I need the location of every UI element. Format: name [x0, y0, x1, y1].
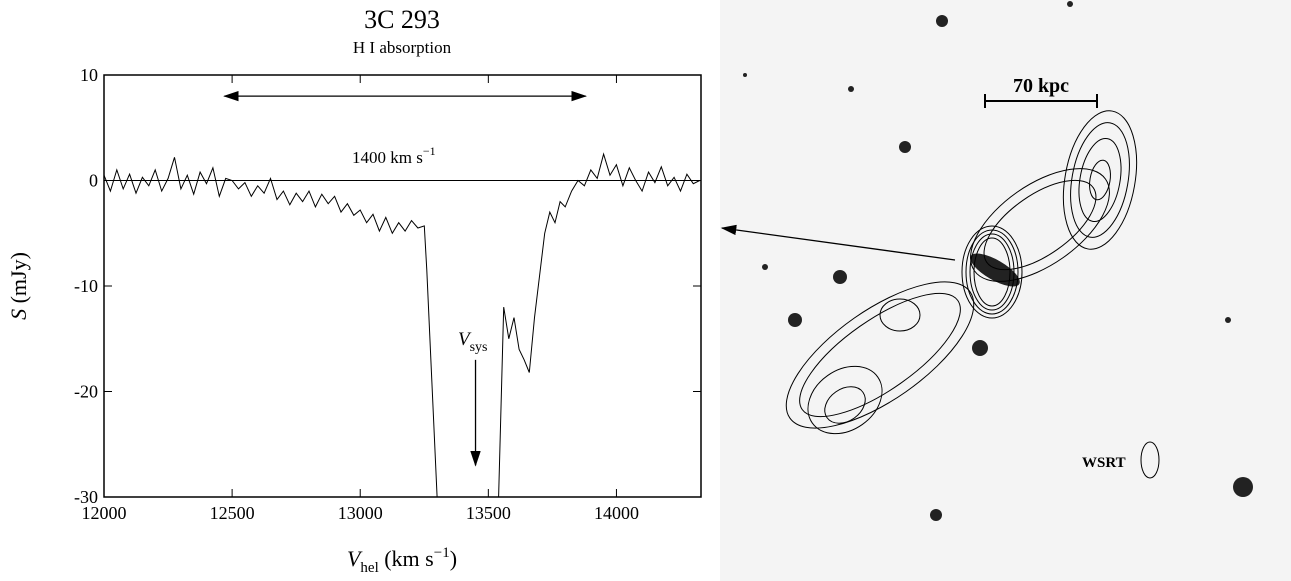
width-label: 1400 km s−1: [352, 144, 436, 167]
x-tick-label: 13000: [338, 503, 383, 523]
x-label-main: V: [347, 546, 363, 571]
x-label-sub: hel: [360, 560, 378, 576]
y-tick-label: 0: [89, 171, 98, 191]
chart-subtitle: H I absorption: [353, 38, 452, 57]
x-tick-label: 13500: [466, 503, 511, 523]
y-label-rest: (mJy): [6, 252, 31, 309]
y-tick-label: -10: [74, 276, 98, 296]
y-axis-label: S (mJy): [6, 252, 31, 320]
x-label-end: ): [450, 546, 457, 571]
width-label-main: 1400 km s: [352, 148, 423, 167]
y-tick-label: -20: [74, 382, 98, 402]
x-label-rest: (km s: [379, 546, 434, 571]
plot-frame: [103, 74, 702, 498]
beam-label: WSRT: [1082, 455, 1126, 471]
chart-title: 3C 293: [364, 5, 440, 34]
x-tick-label: 14000: [594, 503, 639, 523]
vsys-sub: sys: [470, 340, 488, 355]
image-panel: 70 kpc WSRT: [720, 0, 1291, 581]
y-tick-label: 10: [80, 65, 98, 85]
x-tick-label: 12500: [210, 503, 255, 523]
width-label-sup: −1: [423, 144, 436, 158]
spectrum-line: [104, 152, 700, 497]
y-label-main: S: [6, 309, 31, 320]
y-tick-label: -30: [74, 487, 98, 507]
x-axis-label: Vhel (km s−1): [347, 545, 457, 576]
x-label-sup: −1: [434, 545, 450, 561]
vsys-main: V: [458, 329, 472, 350]
vsys-label: Vsys: [458, 329, 488, 355]
scale-label: 70 kpc: [1013, 75, 1069, 97]
x-tick-label: 12000: [82, 503, 127, 523]
